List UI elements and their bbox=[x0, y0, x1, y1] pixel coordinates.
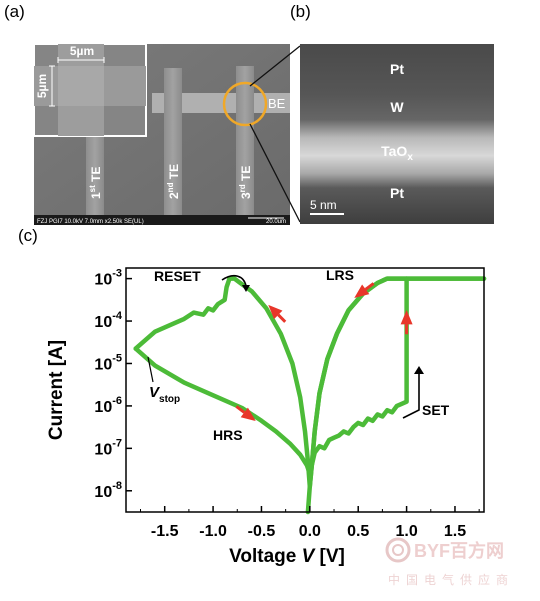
watermark-logo: BYF百方网 bbox=[414, 540, 504, 561]
direction-arrow bbox=[400, 310, 413, 325]
svg-text:2nd TE: 2nd TE bbox=[166, 164, 181, 199]
y-tick-label: 10-5 bbox=[94, 352, 122, 373]
x-tick-label: 1.0 bbox=[395, 523, 417, 540]
watermark: BYF百方网 中国电气供应商 bbox=[380, 536, 540, 596]
y-axis: 10-3 10-4 10-5 10-6 10-7 10-8 bbox=[94, 268, 132, 501]
reset-arrowhead bbox=[242, 285, 250, 292]
sem-info-bar bbox=[34, 215, 290, 225]
te-label-3: 3rd TE bbox=[238, 166, 253, 199]
annotation-lrs: LRS bbox=[326, 267, 354, 283]
panel-a-label: (a) bbox=[4, 2, 25, 21]
x-tick-label: -0.5 bbox=[248, 523, 276, 540]
inset-scale-left: 5µm bbox=[35, 74, 49, 98]
vstop-pointer bbox=[147, 356, 154, 383]
y-tick-label: 10-6 bbox=[94, 395, 122, 416]
panel-c-label: (c) bbox=[18, 226, 38, 245]
direction-arrow-tail bbox=[277, 313, 287, 323]
x-tick-label: 0.5 bbox=[347, 523, 369, 540]
tem-layer-taox: TaOx bbox=[381, 143, 413, 163]
x-tick-label: 1.5 bbox=[444, 523, 466, 540]
annotation-hrs: HRS bbox=[213, 427, 243, 443]
x-tick-label: -1.5 bbox=[151, 523, 179, 540]
bottom-electrode-strip bbox=[152, 93, 290, 113]
te-label-2: 2nd TE bbox=[166, 164, 181, 199]
annotation-reset: RESET bbox=[154, 268, 201, 284]
direction-arrow-tail bbox=[235, 405, 246, 414]
iv-series-2 bbox=[227, 276, 313, 489]
direction-arrow bbox=[354, 284, 370, 298]
te-strip-2 bbox=[164, 68, 182, 216]
be-label: BE bbox=[268, 96, 286, 111]
y-tick-label: 10-4 bbox=[94, 310, 122, 331]
annotation-set: SET bbox=[422, 402, 450, 418]
direction-arrow bbox=[240, 407, 256, 421]
inset-scale-top: 5µm bbox=[70, 44, 94, 58]
iv-series-5 bbox=[307, 276, 409, 477]
tem-layer-pt-bottom: Pt bbox=[390, 185, 404, 201]
direction-arrow bbox=[268, 304, 283, 320]
svg-text:1st TE: 1st TE bbox=[88, 167, 103, 199]
set-arrow bbox=[402, 372, 420, 419]
set-arrowhead bbox=[414, 366, 424, 374]
te-strip-3 bbox=[236, 66, 254, 216]
reset-curved-arrow bbox=[221, 274, 247, 287]
plot-frame bbox=[125, 267, 485, 513]
x-tick-label: 0.0 bbox=[299, 523, 321, 540]
y-tick-label: 10-8 bbox=[94, 480, 122, 501]
y-axis-label: Current [A] bbox=[46, 340, 67, 440]
tem-scale-label: 5 nm bbox=[310, 198, 337, 212]
sem-scale-text: 20.0um bbox=[266, 219, 286, 225]
y-tick-label: 10-3 bbox=[94, 268, 122, 289]
iv-series-3 bbox=[133, 276, 232, 351]
watermark-tagline: 中国电气供应商 bbox=[388, 572, 514, 587]
iv-series-1 bbox=[307, 276, 487, 489]
panel-b-label: (b) bbox=[290, 2, 311, 21]
iv-series-4 bbox=[133, 346, 313, 477]
tem-layer-pt-top: Pt bbox=[390, 61, 404, 77]
x-axis-label: Voltage V [V] bbox=[229, 546, 345, 567]
tem-layer-w: W bbox=[390, 99, 404, 115]
y-tick-label: 10-7 bbox=[94, 437, 122, 458]
be-highlight-circle bbox=[222, 81, 268, 127]
te-strip-1 bbox=[86, 116, 104, 216]
svg-text:3rd TE: 3rd TE bbox=[238, 166, 253, 199]
sem-image: 5µm 5µm BE 1st TE 2nd TE 3rd TE FZJ PGI7… bbox=[34, 44, 290, 225]
iv-series-0 bbox=[305, 276, 487, 515]
tem-image: Pt W TaOx Pt 5 nm bbox=[300, 44, 494, 224]
iv-chart: -1.5 -1.0 -0.5 0.0 0.5 1.0 1.5 10-310-410-510-… bbox=[46, 267, 487, 567]
x-tick-label: -1.0 bbox=[199, 523, 227, 540]
direction-arrow-tail bbox=[364, 282, 375, 291]
te-label-1: 1st TE bbox=[88, 167, 103, 199]
sem-info-text: FZJ PGI7 10.0kV 7.0mm x2.50k SE(UL) bbox=[37, 219, 144, 225]
zoom-connector bbox=[249, 45, 301, 223]
x-axis: -1.5 -1.0 -0.5 0.0 0.5 1.0 1.5 bbox=[140, 506, 480, 540]
annotation-vstop: Vstop bbox=[149, 384, 180, 405]
